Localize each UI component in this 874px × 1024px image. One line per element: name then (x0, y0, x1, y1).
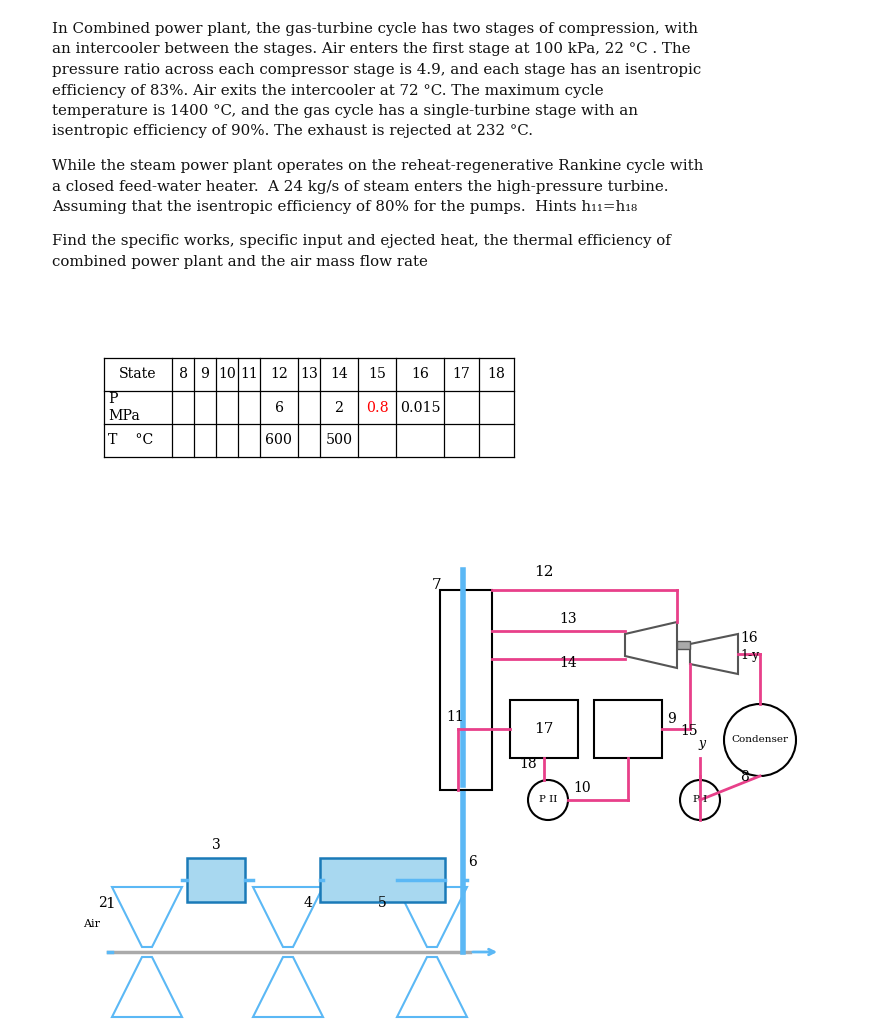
Circle shape (724, 705, 796, 776)
Text: pressure ratio across each compressor stage is 4.9, and each stage has an isentr: pressure ratio across each compressor st… (52, 63, 701, 77)
Text: 6: 6 (274, 400, 283, 415)
Text: While the steam power plant operates on the reheat-regenerative Rankine cycle wi: While the steam power plant operates on … (52, 159, 704, 173)
Text: 17: 17 (534, 722, 554, 736)
Text: T    °C: T °C (108, 433, 153, 447)
Bar (320, 858, 445, 902)
Text: 6: 6 (468, 855, 476, 869)
Text: 15: 15 (680, 724, 697, 738)
Text: 17: 17 (453, 368, 470, 382)
Text: State: State (119, 368, 156, 382)
Text: Assuming that the isentropic efficiency of 80% for the pumps.  Hints h₁₁=h₁₈: Assuming that the isentropic efficiency … (52, 200, 637, 214)
Text: Air: Air (83, 919, 100, 929)
Text: 18: 18 (519, 757, 537, 771)
Text: 9: 9 (200, 368, 210, 382)
Text: P II: P II (538, 796, 558, 805)
Text: 12: 12 (270, 368, 288, 382)
Text: 16: 16 (411, 368, 429, 382)
Text: 12: 12 (534, 565, 554, 579)
Text: 8: 8 (740, 770, 749, 784)
Bar (440, 590, 492, 790)
Text: 16: 16 (740, 631, 758, 645)
Text: 10: 10 (218, 368, 236, 382)
Text: 0.015: 0.015 (399, 400, 440, 415)
Text: 600: 600 (266, 433, 293, 447)
Text: 9: 9 (667, 712, 676, 726)
Text: 4: 4 (303, 896, 312, 910)
Text: 13: 13 (300, 368, 318, 382)
Circle shape (680, 780, 720, 820)
Text: 5: 5 (378, 896, 387, 910)
Text: 0.8: 0.8 (365, 400, 388, 415)
Text: In Combined power plant, the gas-turbine cycle has two stages of compression, wi: In Combined power plant, the gas-turbine… (52, 22, 698, 36)
Text: P I: P I (693, 796, 707, 805)
Text: 500: 500 (325, 433, 352, 447)
Text: 10: 10 (573, 781, 591, 795)
Text: a closed feed-water heater.  A 24 kg/s of steam enters the high-pressure turbine: a closed feed-water heater. A 24 kg/s of… (52, 179, 669, 194)
Text: Find the specific works, specific input and ejected heat, the thermal efficiency: Find the specific works, specific input … (52, 234, 671, 249)
Text: 2: 2 (335, 400, 343, 415)
Text: y: y (698, 737, 705, 750)
Text: isentropic efficiency of 90%. The exhaust is rejected at 232 °C.: isentropic efficiency of 90%. The exhaus… (52, 125, 533, 138)
Text: an intercooler between the stages. Air enters the first stage at 100 kPa, 22 °C : an intercooler between the stages. Air e… (52, 43, 690, 56)
Bar (187, 858, 245, 902)
Text: 1: 1 (105, 897, 114, 911)
Text: P
MPa: P MPa (108, 392, 140, 423)
Text: Condenser: Condenser (732, 735, 788, 744)
Bar (677, 641, 690, 649)
Text: 14: 14 (559, 656, 578, 670)
Bar (594, 700, 662, 758)
Circle shape (528, 780, 568, 820)
Text: 14: 14 (330, 368, 348, 382)
Text: 15: 15 (368, 368, 386, 382)
Text: efficiency of 83%. Air exits the intercooler at 72 °C. The maximum cycle: efficiency of 83%. Air exits the interco… (52, 84, 604, 97)
Text: 2: 2 (98, 896, 107, 910)
Text: 18: 18 (488, 368, 505, 382)
Text: 1-y: 1-y (740, 649, 760, 662)
Text: 11: 11 (446, 710, 464, 724)
Text: 8: 8 (178, 368, 188, 382)
Text: combined power plant and the air mass flow rate: combined power plant and the air mass fl… (52, 255, 428, 269)
Text: temperature is 1400 °C, and the gas cycle has a single-turbine stage with an: temperature is 1400 °C, and the gas cycl… (52, 104, 638, 118)
Text: 13: 13 (559, 612, 578, 626)
Bar (510, 700, 578, 758)
Text: 11: 11 (240, 368, 258, 382)
Text: 3: 3 (212, 838, 220, 852)
Text: 7: 7 (432, 578, 441, 592)
